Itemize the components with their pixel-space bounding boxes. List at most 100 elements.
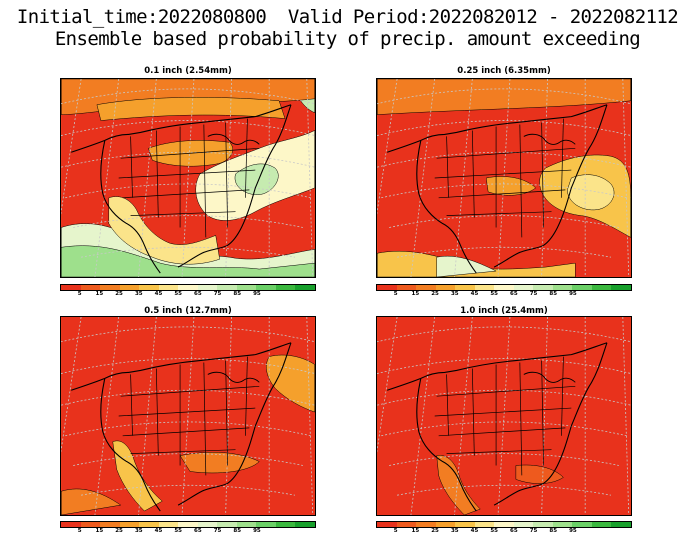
graticule-line — [138, 317, 157, 515]
colorbar-swatch — [377, 522, 397, 527]
state-boundary — [120, 147, 260, 159]
colorbar-tick-label: 35 — [450, 291, 459, 297]
probability-contour-region — [179, 452, 260, 474]
colorbar-tick-label: 25 — [431, 528, 439, 534]
graticule-line — [377, 120, 631, 136]
colorbar-0.5-inch: 5 15 25 35 45 55 65 75 85 95 — [60, 521, 316, 535]
map-canvas — [61, 317, 315, 515]
graticule-line — [377, 389, 631, 406]
colorbar-tick-label: 5 — [393, 291, 398, 297]
colorbar-swatch — [611, 285, 631, 290]
colorbar-swatch — [256, 522, 276, 527]
colorbar-tick-label: 85 — [549, 528, 558, 534]
colorbar-0.25-inch: 5 15 25 35 45 55 65 75 85 95 — [376, 284, 632, 298]
colorbar-swatch — [474, 285, 495, 290]
colorbar-swatch — [513, 285, 534, 290]
colorbar-tick-label: 15 — [411, 528, 420, 534]
panel-title-1.0-inch: 1.0 inch (25.4mm) — [460, 306, 548, 316]
colorbar-swatch — [455, 522, 475, 527]
graticule-line — [94, 317, 120, 515]
probability-contour-region — [61, 245, 315, 277]
probability-contour-region — [567, 174, 615, 211]
colorbar-swatches — [376, 284, 632, 291]
graticule-line — [65, 421, 311, 437]
colorbar-tick-label: 35 — [134, 291, 143, 297]
colorbar-swatch — [119, 285, 140, 290]
graticule-line — [81, 484, 295, 496]
colorbar-tick-label: 25 — [115, 291, 123, 297]
colorbar-swatch — [139, 522, 159, 527]
map-canvas — [377, 79, 631, 277]
state-boundary — [130, 211, 236, 216]
state-boundary — [519, 362, 523, 476]
map-canvas — [61, 79, 315, 277]
probability-contour-region — [377, 79, 631, 115]
state-boundary — [122, 189, 250, 199]
graticule-line — [181, 79, 195, 277]
colorbar-swatch — [494, 285, 514, 290]
colorbar-swatch — [61, 285, 81, 290]
state-boundary — [471, 130, 475, 218]
state-boundary — [130, 136, 133, 198]
colorbar-swatch — [275, 522, 296, 527]
state-boundary — [122, 427, 250, 437]
probability-contour-region — [112, 440, 163, 512]
colorbar-swatch — [61, 522, 81, 527]
graticule-line — [81, 246, 295, 258]
colorbar-swatch — [256, 285, 276, 290]
colorbar-swatches — [60, 521, 316, 528]
graticule-line — [61, 120, 315, 136]
state-boundary — [434, 407, 572, 417]
state-boundary — [541, 360, 544, 466]
colorbar-swatch — [572, 285, 592, 290]
colorbar-tick-label: 35 — [134, 528, 143, 534]
colorbar-tick-label: 95 — [253, 291, 261, 297]
product-title-heading: Ensemble based probability of precip. am… — [54, 28, 641, 50]
colorbar-swatch — [178, 285, 198, 290]
colorbar-swatch — [158, 522, 179, 527]
colorbar-tick-label: 55 — [174, 291, 182, 297]
state-boundary — [471, 368, 475, 456]
state-boundary — [561, 118, 564, 198]
graticule-line — [61, 358, 315, 374]
colorbar-swatch — [80, 285, 101, 290]
graticule-line — [454, 79, 473, 277]
graticule-line — [61, 326, 315, 343]
colorbar-swatch — [295, 285, 315, 290]
state-boundary — [434, 169, 572, 179]
colorbar-tick-label: 55 — [490, 528, 498, 534]
colorbar-swatch — [217, 285, 237, 290]
state-boundary — [446, 211, 552, 216]
state-boundary — [203, 362, 207, 476]
colorbar-swatch — [396, 522, 417, 527]
state-boundary — [120, 385, 260, 397]
colorbar-1.0-inch: 5 15 25 35 45 55 65 75 85 95 — [376, 521, 632, 535]
state-boundary — [118, 407, 256, 417]
colorbar-tick-label: 15 — [411, 291, 420, 297]
colorbar-swatch — [435, 522, 456, 527]
colorbar-tick-label: 85 — [233, 528, 242, 534]
colorbar-swatch — [552, 522, 573, 527]
colorbar-swatch — [217, 522, 237, 527]
probability-contour-region — [515, 464, 564, 484]
panel-title-0.1-inch: 0.1 inch (2.54mm) — [144, 66, 232, 76]
colorbar-swatches — [376, 521, 632, 528]
coastline — [387, 342, 608, 512]
colorbar-swatch — [435, 285, 456, 290]
colorbar-tick-label: 45 — [154, 291, 163, 297]
great-lakes-outline — [523, 133, 576, 145]
state-boundary — [436, 147, 576, 159]
colorbar-tick-label: 15 — [95, 528, 104, 534]
graticule-line — [454, 317, 473, 515]
state-boundary — [155, 368, 159, 456]
graticule-line — [65, 183, 311, 199]
colorbar-tick-label: 35 — [450, 528, 459, 534]
probability-map-1.0-inch — [376, 316, 632, 516]
graticule-line — [497, 317, 511, 515]
state-boundary — [541, 122, 544, 228]
state-boundary — [203, 124, 207, 238]
graticule-line — [397, 246, 611, 258]
colorbar-swatch — [275, 285, 296, 290]
colorbar-tick-label: 75 — [529, 291, 538, 297]
state-boundary — [446, 136, 449, 198]
